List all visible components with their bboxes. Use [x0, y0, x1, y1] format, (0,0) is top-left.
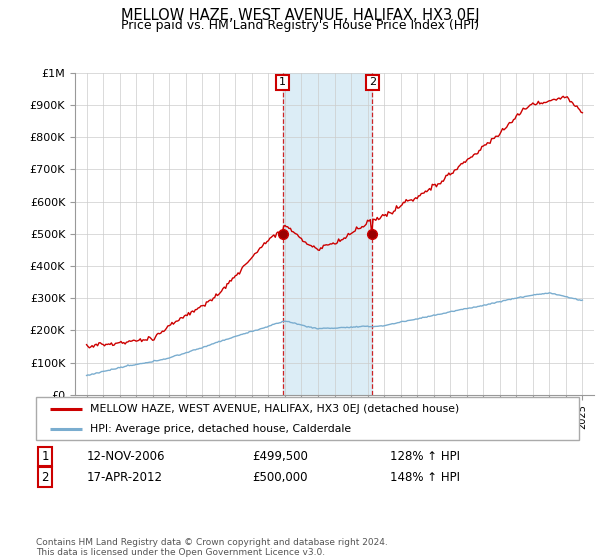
- Text: 2: 2: [369, 77, 376, 87]
- Text: £500,000: £500,000: [252, 470, 308, 484]
- Text: MELLOW HAZE, WEST AVENUE, HALIFAX, HX3 0EJ: MELLOW HAZE, WEST AVENUE, HALIFAX, HX3 0…: [121, 8, 479, 23]
- Text: Price paid vs. HM Land Registry's House Price Index (HPI): Price paid vs. HM Land Registry's House …: [121, 19, 479, 32]
- Text: 128% ↑ HPI: 128% ↑ HPI: [390, 450, 460, 463]
- Text: 148% ↑ HPI: 148% ↑ HPI: [390, 470, 460, 484]
- Text: HPI: Average price, detached house, Calderdale: HPI: Average price, detached house, Cald…: [91, 424, 352, 434]
- Text: 2: 2: [41, 470, 49, 484]
- Text: 1: 1: [279, 77, 286, 87]
- Text: 1: 1: [41, 450, 49, 463]
- Text: MELLOW HAZE, WEST AVENUE, HALIFAX, HX3 0EJ (detached house): MELLOW HAZE, WEST AVENUE, HALIFAX, HX3 0…: [91, 404, 460, 413]
- Text: 12-NOV-2006: 12-NOV-2006: [87, 450, 166, 463]
- FancyBboxPatch shape: [36, 397, 579, 440]
- Text: 17-APR-2012: 17-APR-2012: [87, 470, 163, 484]
- Text: £499,500: £499,500: [252, 450, 308, 463]
- Text: Contains HM Land Registry data © Crown copyright and database right 2024.
This d: Contains HM Land Registry data © Crown c…: [36, 538, 388, 557]
